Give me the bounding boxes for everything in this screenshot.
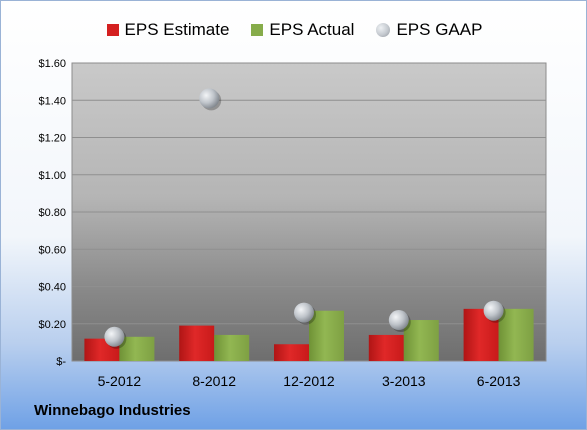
legend-label-actual: EPS Actual <box>269 20 355 39</box>
bar-eps-actual <box>403 320 439 361</box>
bar-eps-actual <box>309 310 344 361</box>
y-tick-label: $1.40 <box>38 95 66 107</box>
gaap-points <box>104 88 506 349</box>
legend-swatch-estimate <box>106 24 119 36</box>
y-axis-ticks: $- $0.20 $0.40 $0.60 $0.80 $1.00 $1.20 $1.40 $1.… <box>38 58 66 368</box>
bar-eps-estimate <box>274 344 309 361</box>
x-tick-label: 8-2012 <box>192 373 236 389</box>
point-eps-gaap <box>483 300 504 321</box>
point-eps-gaap <box>199 88 220 109</box>
y-tick-label: $1.60 <box>38 58 66 70</box>
legend-label-gaap: EPS GAAP <box>396 20 483 39</box>
point-eps-gaap <box>104 326 125 347</box>
bar-eps-estimate <box>179 325 215 361</box>
y-tick-label: $0.20 <box>38 319 66 331</box>
legend-item-actual: EPS Actual <box>251 20 354 40</box>
legend: EPS Estimate EPS Actual EPS GAAP <box>1 15 586 45</box>
bar-eps-actual <box>119 336 155 361</box>
y-tick-label: $0.40 <box>38 282 66 294</box>
legend-swatch-gaap <box>376 23 391 37</box>
bar-eps-actual <box>498 308 534 361</box>
x-tick-label: 3-2013 <box>382 373 426 389</box>
legend-item-gaap: EPS GAAP <box>376 20 482 40</box>
company-name: Winnebago Industries <box>34 402 191 419</box>
x-tick-label: 12-2012 <box>283 373 335 389</box>
bar-eps-actual <box>214 334 250 361</box>
legend-swatch-actual <box>251 24 264 36</box>
legend-label-estimate: EPS Estimate <box>124 20 230 39</box>
point-eps-gaap <box>294 302 314 323</box>
y-tick-label: $- <box>56 356 66 368</box>
y-tick-label: $1.20 <box>38 133 66 145</box>
point-eps-gaap <box>388 310 409 331</box>
bars <box>84 308 534 361</box>
x-tick-label: 6-2013 <box>477 373 521 389</box>
x-axis-ticks: 5-2012 8-2012 12-2012 3-2013 6-2013 <box>98 373 521 389</box>
bar-eps-estimate <box>368 334 404 361</box>
y-tick-label: $0.80 <box>38 207 66 219</box>
legend-item-estimate: EPS Estimate <box>106 20 230 40</box>
x-tick-label: 5-2012 <box>98 373 142 389</box>
y-tick-label: $1.00 <box>38 170 66 182</box>
y-tick-label: $0.60 <box>38 244 66 256</box>
